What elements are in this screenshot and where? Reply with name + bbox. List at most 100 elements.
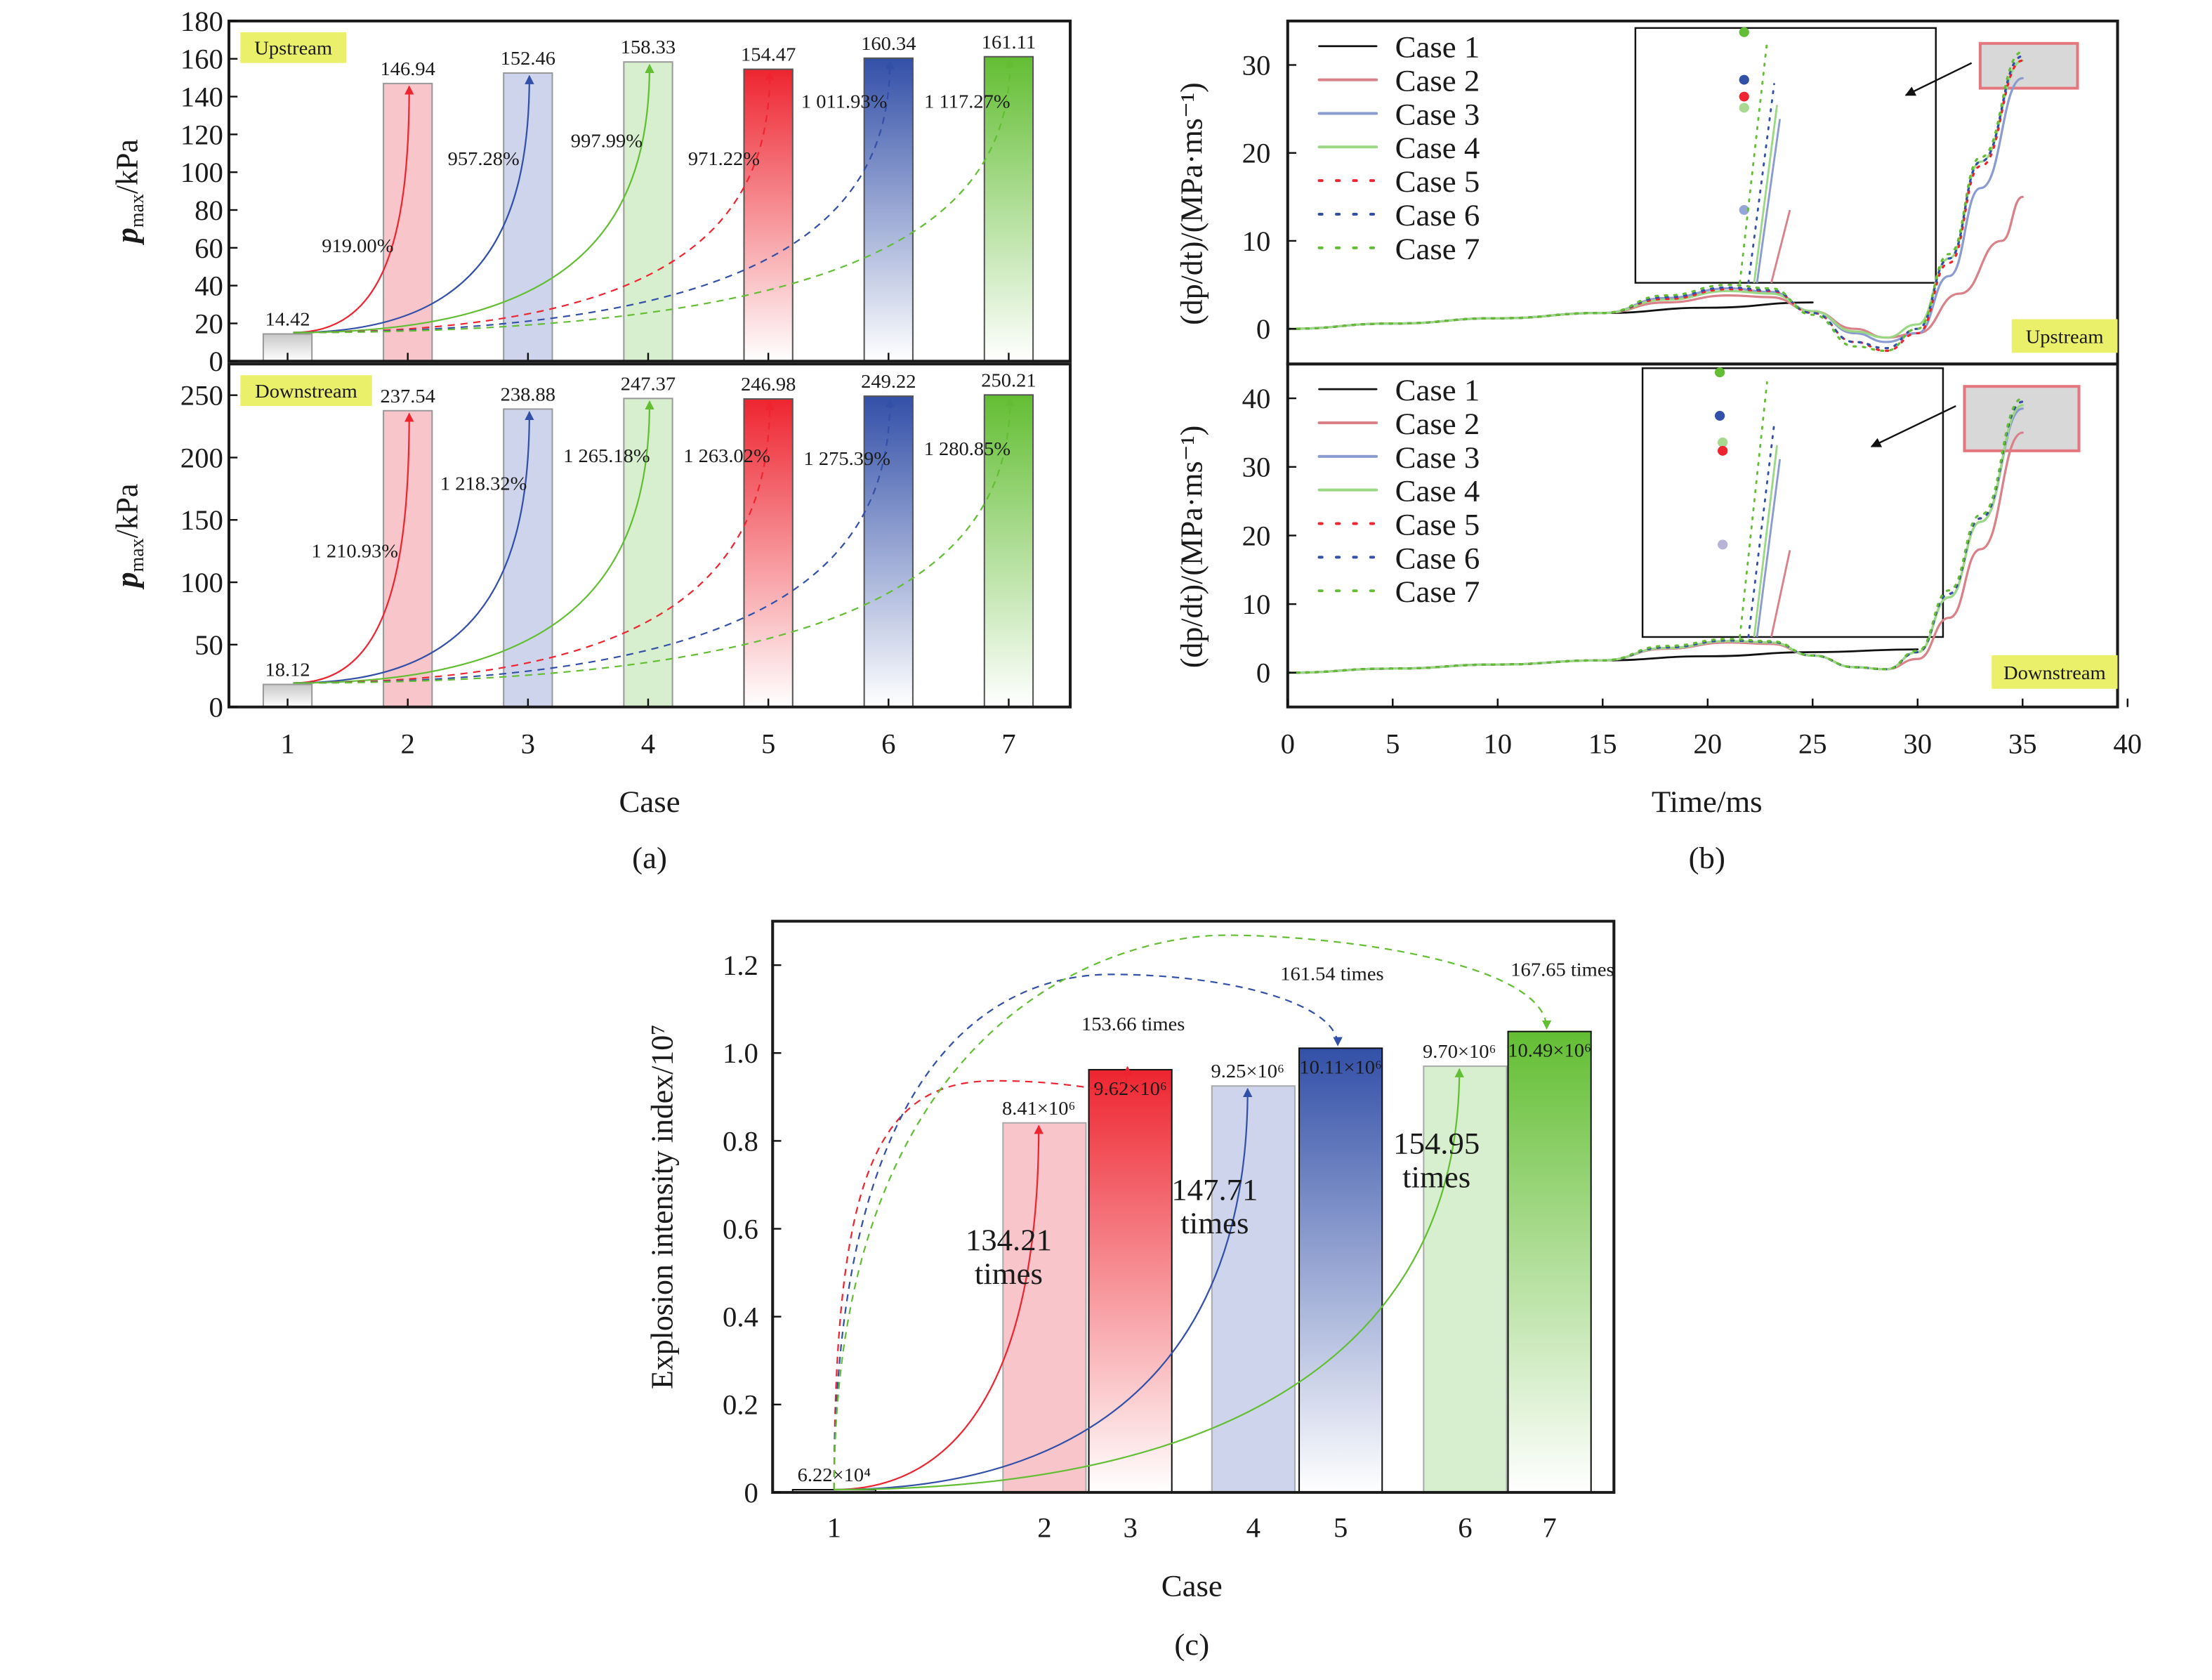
inset-trace-case-7 <box>1739 381 1768 638</box>
bar-value-label: 9.70×10⁶ <box>1423 1041 1496 1063</box>
y-tick-label: 20 <box>195 308 223 340</box>
y-tick-label: 1.0 <box>723 1038 758 1070</box>
inset-marker <box>1739 74 1749 85</box>
legend-entry: Case 6 <box>1395 197 1480 232</box>
inset-marker <box>1718 445 1728 456</box>
y-tick-label: 140 <box>180 81 223 113</box>
y-tick-label: 120 <box>180 119 223 151</box>
ratio-arrow-case-7 <box>833 934 1552 1490</box>
growth-arrow-case-7 <box>293 58 1015 334</box>
x-tick-label: 5 <box>1385 728 1400 760</box>
increase-label: 1 265.18% <box>563 445 650 467</box>
legend-entry: Case 5 <box>1395 164 1480 199</box>
x-tick-label: 6 <box>1458 1512 1472 1544</box>
y-tick-label: 0 <box>1256 657 1270 689</box>
y-tick-label: 40 <box>195 270 223 302</box>
legend-entry: Case 7 <box>1395 575 1480 609</box>
increase-label: 1 011.93% <box>801 91 887 113</box>
inset-marker <box>1718 539 1728 550</box>
inset-trace-case-2 <box>1770 209 1791 283</box>
location-tag: Upstream <box>254 38 332 60</box>
growth-arrow-case-3 <box>293 411 534 684</box>
y-tick-label: 10 <box>1242 589 1271 620</box>
increase-label: 1 117.27% <box>924 91 1010 113</box>
inset-trace-case-3 <box>1756 119 1782 283</box>
bar-value-label: 9.25×10⁶ <box>1211 1061 1284 1083</box>
bar-case-4 <box>1211 1085 1296 1493</box>
x-tick-label: 6 <box>881 728 895 760</box>
bar-case-5 <box>743 398 794 708</box>
inset-marker <box>1739 27 1749 37</box>
y-tick-label: 100 <box>180 567 223 598</box>
ratio-label-unit: times <box>975 1256 1043 1290</box>
y-tick-label: 50 <box>195 629 223 661</box>
x-tick-label: 15 <box>1588 728 1617 760</box>
inset-zoom-panel <box>1641 367 1944 638</box>
y-tick-label: 10 <box>1242 225 1271 257</box>
y-tick-label: 0 <box>209 692 223 723</box>
y-tick-label: 30 <box>1242 452 1271 483</box>
y-axis-label: Explosion intensity index/10⁷ <box>644 1025 680 1389</box>
y-tick-label: 180 <box>180 6 223 37</box>
bar-value-label: 247.37 <box>621 374 676 395</box>
bar-value-label: 18.12 <box>265 659 310 681</box>
y-tick-label: 0.6 <box>723 1214 758 1245</box>
bar-case-7 <box>983 55 1034 362</box>
y-tick-label: 150 <box>180 505 223 537</box>
y-axis-label-symbol: p <box>109 572 145 590</box>
plot-frame <box>227 19 1072 363</box>
y-tick-label: 20 <box>1242 138 1271 169</box>
y-axis-label: (dp/dt)/(MPa·ms⁻¹) <box>1173 426 1209 669</box>
series-line-case-4 <box>1286 404 2024 674</box>
x-tick-label: 2 <box>401 728 415 760</box>
ratio-label: 161.54 times <box>1280 964 1383 985</box>
growth-arrow-case-5 <box>293 400 775 684</box>
bar-value-label: 152.46 <box>501 48 555 70</box>
x-tick-label: 2 <box>1037 1512 1051 1544</box>
y-tick-label: 1.2 <box>723 950 758 982</box>
ratio-label-value: 147.71 <box>1171 1172 1258 1207</box>
inset-marker <box>1739 205 1749 215</box>
bar-case-7 <box>983 394 1034 708</box>
inset-trace-case-6 <box>1747 423 1775 638</box>
legend-entry: Case 1 <box>1395 373 1480 407</box>
legend-entry: Case 1 <box>1395 29 1480 64</box>
ratio-arrow-case-3 <box>833 1065 1133 1490</box>
inset-zoom-panel <box>1634 27 1937 284</box>
y-axis-label: pmax/kPa <box>109 483 148 590</box>
x-tick-label: 1 <box>827 1512 841 1544</box>
legend-entry: Case 6 <box>1395 541 1480 575</box>
y-axis-label-symbol: p <box>109 228 145 246</box>
legend-entry: Case 2 <box>1395 406 1480 440</box>
ratio-label-unit: times <box>1180 1206 1249 1240</box>
y-tick-label: 0 <box>744 1477 758 1509</box>
y-tick-label: 250 <box>180 380 223 412</box>
inset-marker <box>1714 367 1725 378</box>
ratio-label-unit: times <box>1402 1160 1470 1194</box>
ratio-arrow-case-6 <box>834 1068 1464 1491</box>
x-tick-label: 4 <box>1246 1512 1260 1544</box>
increase-label: 957.28% <box>448 148 520 170</box>
subplot-a_downstream: 18.12 237.54 238.88 247.37 246.98 249.22 250.2… <box>109 362 1072 723</box>
increase-label: 919.00% <box>322 235 393 257</box>
series-line-case-6 <box>1286 55 2024 350</box>
growth-arrow-case-4 <box>293 63 654 334</box>
series-line-case-6 <box>1286 400 2024 674</box>
inset-marker <box>1739 91 1749 102</box>
legend-entry: Case 7 <box>1395 231 1480 265</box>
zoom-arrow <box>1904 62 1973 96</box>
x-tick-label: 4 <box>641 728 655 760</box>
x-tick-label: 3 <box>521 728 535 760</box>
ratio-arrow-case-5 <box>833 973 1343 1490</box>
growth-arrow-case-4 <box>293 400 654 684</box>
increase-label: 1 275.39% <box>803 448 890 470</box>
inset-marker <box>1714 411 1725 421</box>
bar-value-label: 10.49×10⁶ <box>1508 1040 1591 1062</box>
bar-case-2 <box>1002 1122 1087 1493</box>
x-tick-label: 3 <box>1123 1512 1137 1544</box>
x-tick-label: 35 <box>2008 728 2037 760</box>
x-tick-label: 10 <box>1483 728 1512 760</box>
ratio-label-value: 154.95 <box>1393 1126 1480 1160</box>
